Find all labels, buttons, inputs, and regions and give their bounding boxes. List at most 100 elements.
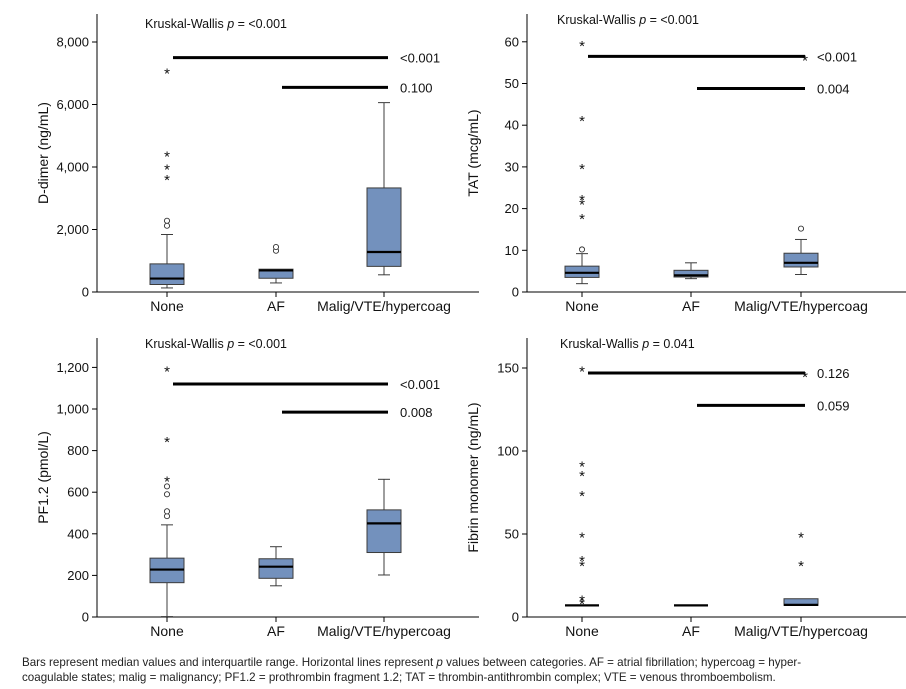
p-symbol: p [638,13,646,27]
comparison-p-label: <0.001 [400,51,440,66]
outlier-star: * [579,558,585,575]
box-none: **** [149,66,185,289]
box-af [258,546,294,587]
figure-caption: Bars represent median values and interqu… [22,655,892,685]
test-name: Kruskal-Wallis [560,337,642,351]
test-p-value: = <0.001 [234,337,287,351]
outlier-star: * [579,596,585,613]
caption-line2: coagulable states; malig = malignancy; P… [22,671,776,684]
y-tick-label: 50 [505,76,519,91]
outlier-star: * [579,161,585,178]
outlier-circle [163,222,171,229]
iqr-box [673,269,709,278]
comparison-p-label: <0.001 [400,377,440,392]
test-title: Kruskal-Wallis p = <0.001 [145,337,287,351]
box-none: ****** [564,38,600,285]
box-none: * * * [149,363,185,618]
y-tick-label: 400 [67,526,89,541]
box-none: ********* [565,364,599,613]
p-symbol: p [641,337,649,351]
x-tick-label: AF [682,623,700,639]
comparison-p-label: <0.001 [817,49,857,64]
outlier-star: * [579,488,585,505]
outlier-circle [578,246,586,253]
y-axis-label: Fibrin monomer (ng/mL) [465,402,481,552]
y-tick-label: 4,000 [56,160,89,175]
x-tick-label: None [150,623,184,639]
x-tick-label: AF [267,298,285,314]
iqr-box [783,252,819,268]
outlier-star: * [164,149,170,166]
y-tick-label: 10 [505,243,519,258]
outlier-star: * [579,211,585,228]
comparison-p-label: 0.008 [400,405,433,420]
comparison-end-star: * [802,52,808,69]
figure-canvas: 0 2,000 4,000 6,000 8,000 D-dimer (ng/mL) None… [35,13,906,639]
chart-panel-2: 0 10 20 30 40 50 60 TAT (mcg/mL) None AF Malig/VTE… [465,13,906,314]
outlier-star: * [579,38,585,55]
y-tick-label: 8,000 [56,35,89,50]
y-tick-label: 40 [505,118,519,133]
y-tick-label: 600 [67,485,89,500]
box-malig-vte-hypercoag [366,102,402,276]
comparison-p-label: 0.100 [400,80,433,95]
outlier-circle [163,491,171,498]
outlier-star: * [164,172,170,189]
outlier-star: * [579,468,585,485]
outlier-circle [163,508,171,515]
chart-panel-1: 0 2,000 4,000 6,000 8,000 D-dimer (ng/mL) None… [35,14,479,314]
outlier-star: * [579,553,585,570]
x-tick-label: Malig/VTE/hypercoag [734,623,868,639]
outlier-star: * [579,192,585,209]
y-tick-label: 0 [512,610,519,625]
test-name: Kruskal-Wallis [557,13,639,27]
x-tick-label: Malig/VTE/hypercoag [317,298,451,314]
y-tick-label: 50 [505,527,519,542]
y-tick-label: 200 [67,568,89,583]
y-tick-label: 60 [505,34,519,49]
box-af [673,262,709,280]
test-name: Kruskal-Wallis [145,337,227,351]
y-axis-label: D-dimer (ng/mL) [35,102,51,204]
outlier-star: * [579,364,585,381]
outlier-star: * [164,161,170,178]
x-tick-label: Malig/VTE/hypercoag [734,298,868,314]
y-tick-label: 800 [67,443,89,458]
x-tick-label: AF [267,623,285,639]
test-name: Kruskal-Wallis [145,17,227,31]
y-tick-label: 0 [82,610,89,625]
y-tick-label: 6,000 [56,97,89,112]
p-symbol: p [226,17,234,31]
caption-line1-a: Bars represent median values and interqu… [22,656,437,669]
chart-panel-3: 0 200 400 600 800 1,000 1,200 PF1.2 (pmol/L) Non… [35,337,479,639]
y-axis-label: TAT (mcg/mL) [465,109,481,196]
iqr-box [149,263,185,285]
box-malig-vte-hypercoag [783,225,819,275]
y-tick-label: 0 [512,285,519,300]
x-tick-label: None [565,623,599,639]
y-tick-label: 20 [505,201,519,216]
outlier-star: * [579,196,585,213]
outlier-star: * [798,530,804,547]
y-tick-label: 0 [82,285,89,300]
iqr-box [258,268,294,279]
outlier-circle [797,225,805,232]
outlier-star: * [164,474,170,491]
outlier-star: * [579,593,585,610]
outlier-star: * [579,458,585,475]
iqr-box [366,187,402,267]
y-tick-label: 1,000 [56,402,89,417]
iqr-box [366,509,402,554]
y-tick-label: 100 [497,444,519,459]
test-p-value: = <0.001 [234,17,287,31]
test-p-value: = 0.041 [649,337,695,351]
test-p-value: = <0.001 [646,13,699,27]
y-tick-label: 30 [505,159,519,174]
outlier-circle [272,243,280,251]
outlier-star: * [579,530,585,547]
outlier-star: * [164,434,170,451]
caption-line1-b: values between categories. AF = atrial f… [442,656,802,669]
outlier-star: * [164,363,170,380]
comparison-p-label: 0.059 [817,398,850,413]
caption-p-symbol: p [436,656,443,669]
